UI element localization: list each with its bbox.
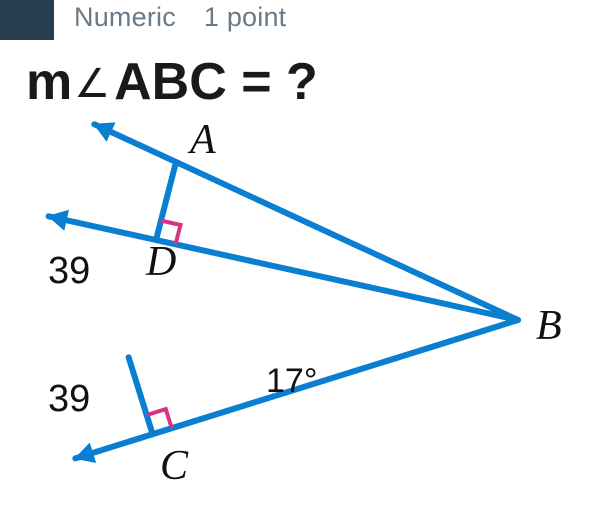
question-prefix: m [26, 53, 72, 111]
diagram-svg [26, 120, 586, 480]
angle-label-dbc: 17° [266, 362, 317, 401]
vertex-label-b: B [536, 302, 562, 350]
angle-symbol: ∠ [74, 61, 110, 107]
question-header: Numeric 1 point [0, 0, 610, 40]
question-suffix: = ? [227, 53, 318, 111]
side-length-cd: 39 [48, 378, 90, 421]
vertex-label-c: C [160, 442, 188, 490]
question-angle-vertices: ABC [114, 53, 227, 111]
vertex-label-d: D [146, 238, 176, 286]
header-meta: Numeric 1 point [54, 0, 286, 33]
geometry-diagram: A D B C 39 39 17° [26, 120, 586, 500]
question-type-label: Numeric [74, 2, 176, 33]
question-text: m∠ABC = ? [26, 52, 610, 112]
vertex-label-a: A [190, 116, 216, 164]
question-points-label: 1 point [204, 2, 286, 33]
header-accent-block [0, 0, 54, 40]
side-length-ad: 39 [48, 250, 90, 293]
